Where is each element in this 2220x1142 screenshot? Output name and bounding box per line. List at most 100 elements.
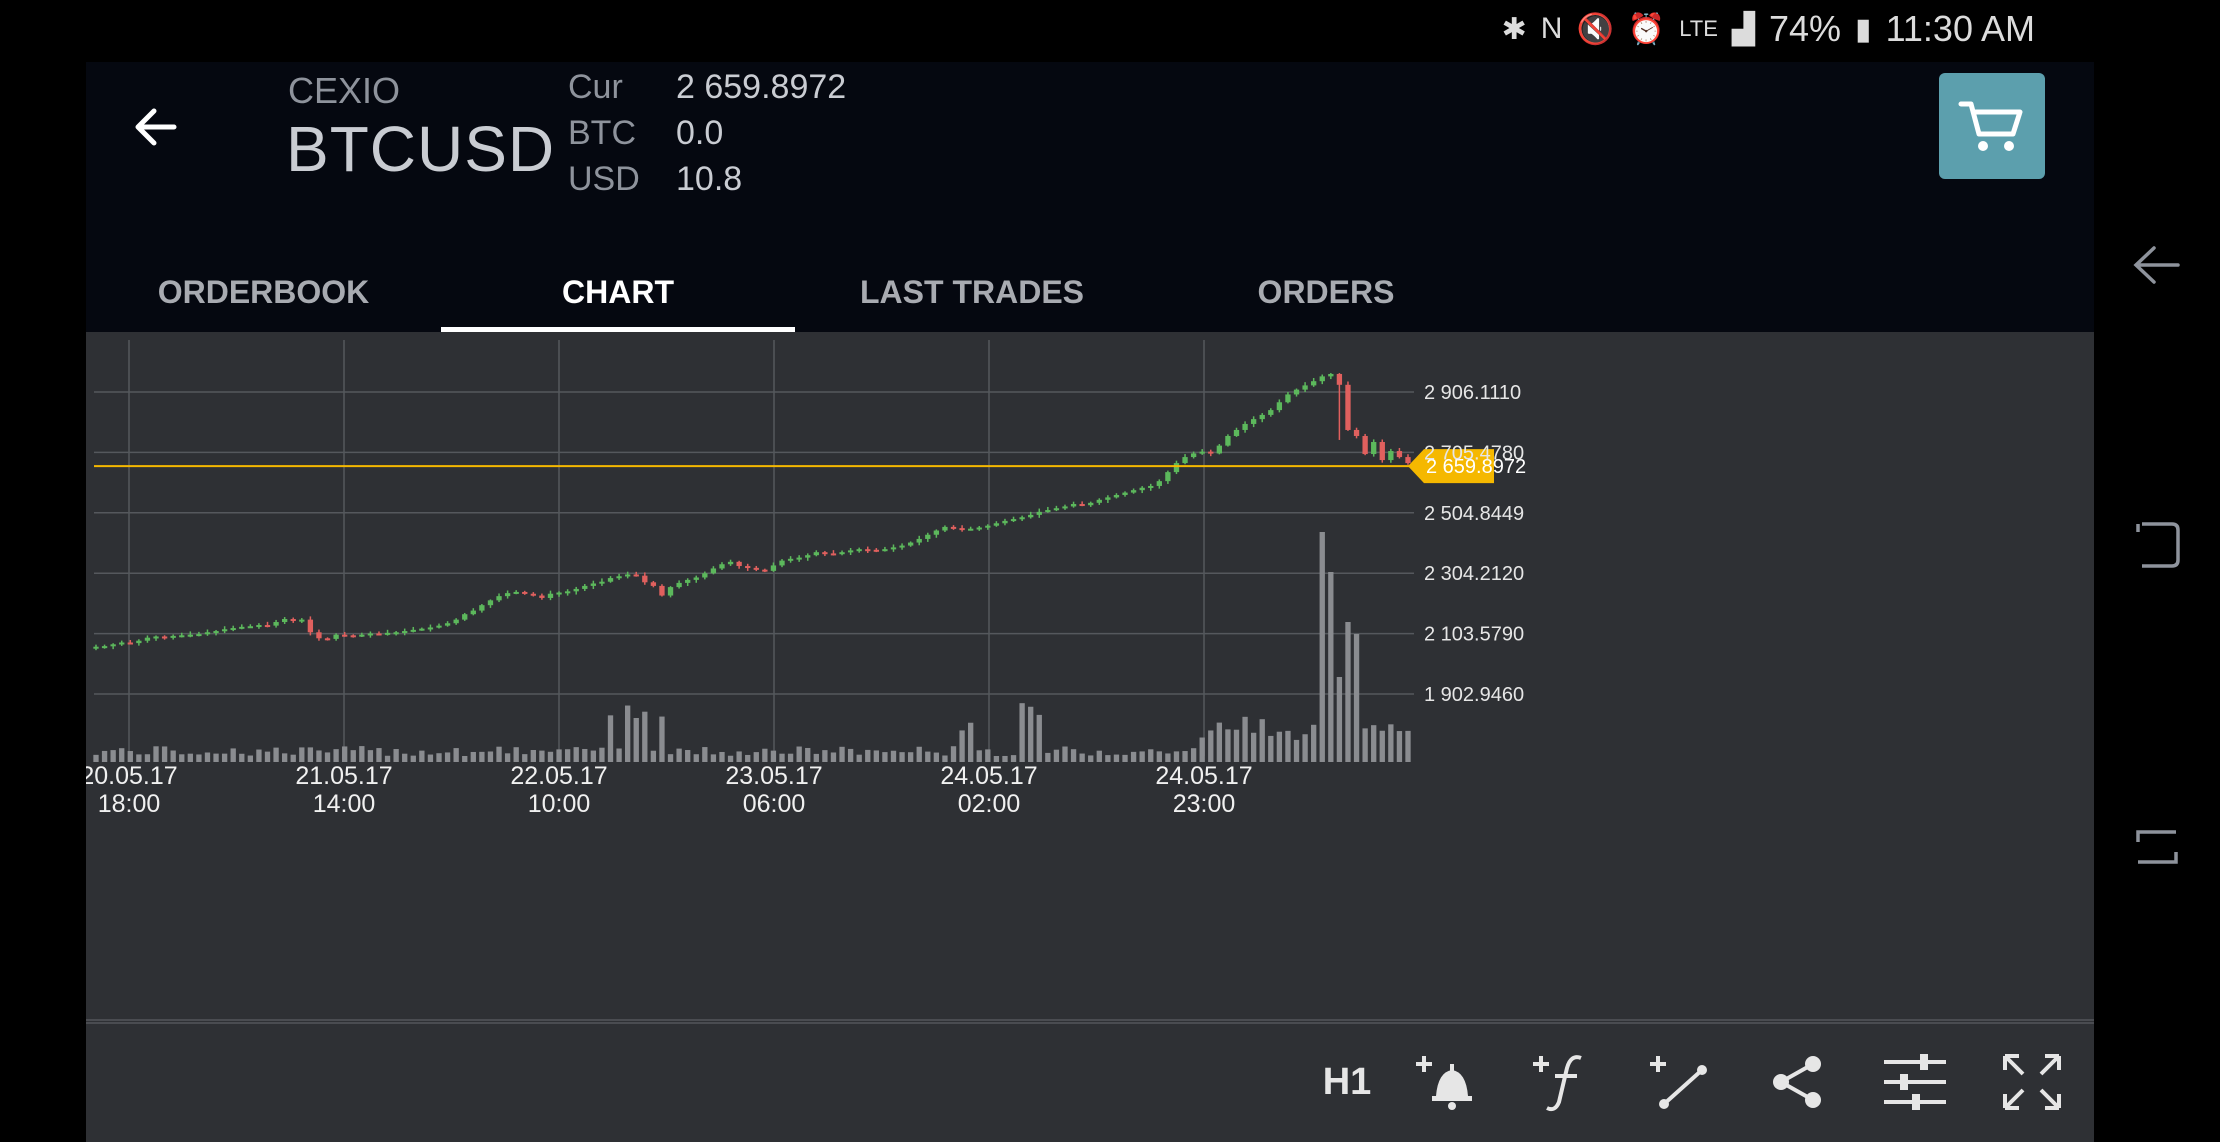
volume-bar [1070,749,1077,762]
nav-back-button[interactable] [2124,232,2190,298]
nav-home-button[interactable] [2124,512,2190,578]
volume-bar [504,753,511,762]
chart-toolbar: H1 [86,1022,2094,1142]
tab-label: ORDERS [1257,274,1395,310]
candle-body [1345,384,1351,430]
candle-body [667,587,674,596]
chart-settings-button[interactable] [1880,1052,1950,1112]
volume-bar [436,753,442,762]
candle-body [324,638,331,641]
back-button[interactable] [126,97,186,157]
candle-body [110,644,116,647]
volume-bar [1156,751,1162,762]
candle-body [787,558,794,561]
candle-body [1276,402,1283,411]
volume-bar [1319,532,1325,762]
active-tab-indicator [441,327,795,332]
volume-bar [93,754,99,762]
candle-body [204,632,211,635]
candle-body [264,625,271,628]
candle-body [504,593,511,597]
tab-bar: ORDERBOOK CHART LAST TRADES ORDERS [86,192,2094,332]
volume-bar [204,752,211,762]
price-chart[interactable]: 2 659.8972 2 906.1110 2 705.4780 2 504.844… [80,332,2094,1022]
candle-body [93,646,99,649]
candle-body [736,561,742,567]
candle-body [650,582,657,586]
tab-label: ORDERBOOK [157,274,370,310]
volume-bar [127,751,133,762]
volume-bar [813,753,819,762]
cart-icon [1958,101,2023,151]
tab-orderbook[interactable]: ORDERBOOK [86,192,441,332]
add-alert-icon [1416,1056,1472,1110]
tab-chart[interactable]: CHART [441,192,795,332]
volume-bar [1028,706,1034,762]
candle-body [496,596,502,601]
candle-body [659,585,665,596]
volume-bar [925,751,931,762]
candle-body [993,523,1000,526]
candle-body [693,577,699,580]
candle-body [1139,487,1145,491]
candle-body [599,581,605,584]
add-alert-button[interactable] [1412,1052,1482,1112]
volume-bar [247,755,254,762]
candle-body [1353,429,1360,436]
volume-bar [667,754,674,762]
volume-bar [342,746,348,762]
fullscreen-icon [2003,1054,2061,1110]
volume-bar [256,749,262,762]
time-axis-time: 06:00 [743,790,806,818]
candle-body [616,576,622,579]
candle-body [333,634,339,639]
add-trendline-button[interactable] [1646,1052,1716,1112]
volume-bar [830,752,837,762]
time-axis-date: 22.05.17 [510,762,607,790]
price-axis-label: 2 504.8449 [1424,503,1524,525]
volume-bar [985,749,991,762]
candle-body [1302,385,1308,390]
balances-list[interactable]: Cur 2 659.8972 BTC 0.0 USD 10.8 [568,68,928,192]
candle-body [1070,504,1077,507]
current-price-tag [1408,449,1494,484]
tab-label: LAST TRADES [860,274,1084,310]
candle-body [976,527,982,530]
add-indicator-button[interactable] [1529,1052,1599,1112]
candle-body [676,582,682,588]
volume-bar [307,747,314,762]
volume-bar [1388,724,1394,762]
price-axis-label: 2 103.5790 [1424,624,1524,646]
candle-body [127,642,133,645]
candlestick-chart[interactable]: 2 659.8972 2 906.1110 2 705.4780 2 504.844… [80,332,2094,1022]
timeframe-button[interactable]: H1 [1322,1060,1372,1103]
tab-last-trades[interactable]: LAST TRADES [795,192,1149,332]
volume-bar [1345,622,1351,762]
candle-body [290,619,296,622]
candle-body [950,526,957,529]
tab-orders[interactable]: ORDERS [1149,192,1503,332]
candle-body [402,631,408,634]
volume-bar [1045,752,1051,762]
trade-cart-button[interactable] [1939,73,2045,179]
candle-body [153,636,159,639]
candle-body [1388,451,1394,461]
fullscreen-button[interactable] [1997,1052,2067,1112]
candle-body [350,635,356,638]
candle-body [256,625,262,628]
candle-body [702,573,708,578]
volume-bar [239,753,245,762]
balance-row-usd: USD 10.8 [568,160,928,192]
candle-body [1208,451,1214,454]
candle-body [1113,494,1120,498]
candle-body [1088,502,1094,506]
candle-body [1156,481,1162,486]
volume-bar [710,754,717,762]
volume-bar [1165,753,1171,762]
volume-bar [616,748,622,762]
share-button[interactable] [1763,1052,1833,1112]
candle-body [522,591,528,594]
volume-bar [1113,754,1120,762]
nav-recents-button[interactable] [2124,812,2190,878]
candle-body [1336,373,1343,385]
